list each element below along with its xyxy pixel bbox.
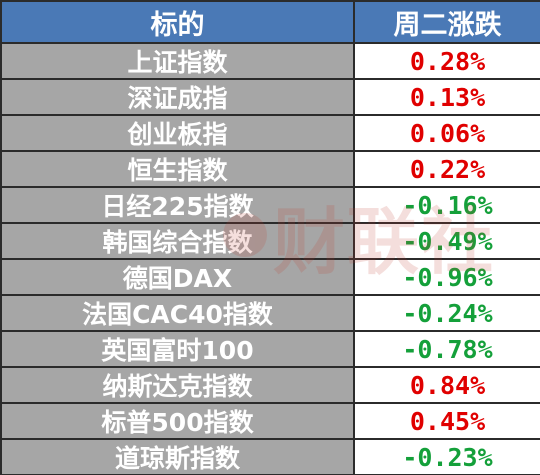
- row-name: 道琼斯指数: [2, 440, 353, 474]
- row-change: -0.78%: [355, 332, 540, 366]
- row-change: 0.13%: [355, 80, 540, 114]
- row-change: 0.28%: [355, 44, 540, 78]
- row-name: 标普500指数: [2, 404, 353, 438]
- row-name: 深证成指: [2, 80, 353, 114]
- row-name: 法国CAC40指数: [2, 296, 353, 330]
- row-name: 英国富时100: [2, 332, 353, 366]
- header-name: 标的: [2, 2, 353, 42]
- row-name: 上证指数: [2, 44, 353, 78]
- header-change: 周二涨跌: [355, 2, 540, 42]
- row-name: 韩国综合指数: [2, 224, 353, 258]
- row-name: 创业板指: [2, 116, 353, 150]
- row-name: 德国DAX: [2, 260, 353, 294]
- row-change: -0.24%: [355, 296, 540, 330]
- row-change: -0.96%: [355, 260, 540, 294]
- row-name: 纳斯达克指数: [2, 368, 353, 402]
- row-change: -0.23%: [355, 440, 540, 474]
- row-name: 日经225指数: [2, 188, 353, 222]
- row-change: 0.84%: [355, 368, 540, 402]
- row-change: 0.22%: [355, 152, 540, 186]
- row-change: 0.06%: [355, 116, 540, 150]
- row-change: 0.45%: [355, 404, 540, 438]
- row-change: -0.49%: [355, 224, 540, 258]
- row-change: -0.16%: [355, 188, 540, 222]
- row-name: 恒生指数: [2, 152, 353, 186]
